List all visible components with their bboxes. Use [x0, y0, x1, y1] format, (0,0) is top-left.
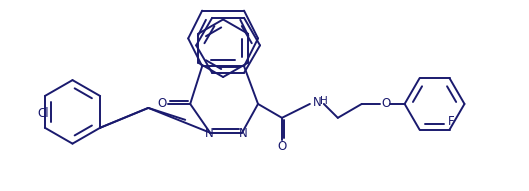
Text: F: F: [448, 115, 455, 128]
Text: O: O: [381, 97, 390, 110]
Text: N: N: [313, 96, 322, 109]
Text: N: N: [239, 127, 248, 140]
Text: Cl: Cl: [37, 107, 49, 120]
Text: O: O: [277, 140, 287, 153]
Text: H: H: [320, 96, 327, 106]
Text: O: O: [158, 97, 167, 110]
Text: N: N: [205, 127, 214, 140]
